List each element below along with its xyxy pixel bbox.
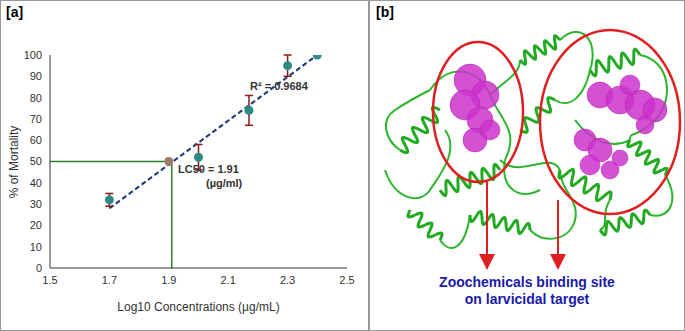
svg-text:50: 50: [30, 155, 42, 167]
svg-text:1.9: 1.9: [161, 274, 176, 286]
html-text:[a]: [a]: [6, 4, 24, 20]
html-text:R² = 0.9684: R² = 0.9684: [250, 80, 308, 92]
svg-text:90: 90: [30, 70, 42, 82]
html-text:LC50 = 1.91: LC50 = 1.91: [178, 163, 239, 175]
svg-text:70: 70: [30, 113, 42, 125]
svg-text:80: 80: [30, 92, 42, 104]
svg-text:40: 40: [30, 177, 42, 189]
svg-text:2.3: 2.3: [280, 274, 295, 286]
svg-text:0: 0: [36, 262, 42, 274]
html-text:Zoochemicals binding site: Zoochemicals binding site: [439, 274, 615, 290]
html-text:% of Mortality: % of Mortality: [7, 125, 21, 199]
svg-text:10: 10: [30, 241, 42, 253]
svg-text:100: 100: [24, 49, 42, 61]
svg-text:60: 60: [30, 134, 42, 146]
html-text:on larvicidal target: on larvicidal target: [464, 291, 590, 307]
svg-text:1.7: 1.7: [102, 274, 117, 286]
svg-text:2.5: 2.5: [339, 274, 354, 286]
svg-text:1.5: 1.5: [42, 274, 57, 286]
html-text:(µg/ml): (µg/ml): [206, 177, 243, 189]
svg-text:2.1: 2.1: [221, 274, 236, 286]
html-text:[b]: [b]: [376, 4, 394, 20]
svg-text:20: 20: [30, 219, 42, 231]
html-text:Log10 Concentrations (µg/mL): Log10 Concentrations (µg/mL): [117, 300, 280, 314]
svg-text:30: 30: [30, 198, 42, 210]
